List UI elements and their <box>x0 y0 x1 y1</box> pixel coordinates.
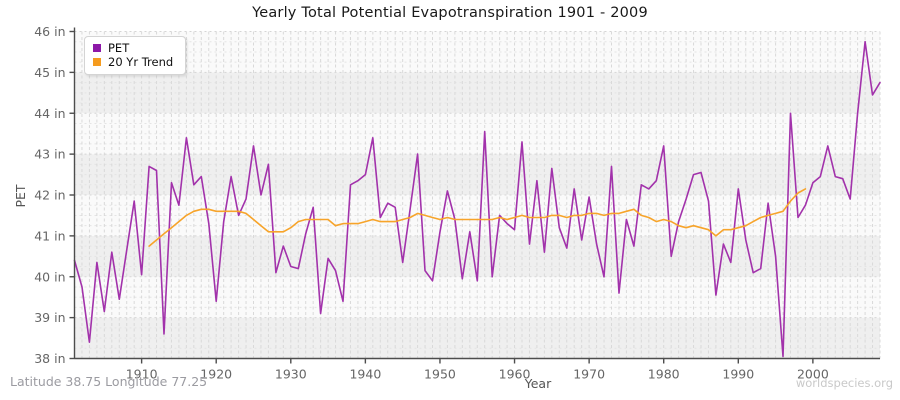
x-tick-label: 1960 <box>499 367 531 382</box>
y-tick-label: 45 in <box>34 65 65 80</box>
x-tick-label: 1970 <box>573 367 605 382</box>
trend-line <box>148 188 807 247</box>
y-axis-label: PET <box>13 184 28 208</box>
chart-title: Yearly Total Potential Evapotranspiratio… <box>252 5 648 21</box>
x-tick-label: 1950 <box>424 367 456 382</box>
pet-line <box>73 40 881 358</box>
y-tick-label: 44 in <box>34 106 65 121</box>
x-tick-label: 1910 <box>126 367 158 382</box>
x-tick-label: 1920 <box>200 367 232 382</box>
legend-label-pet: PET <box>108 41 130 55</box>
legend-item-pet: PET <box>93 41 173 55</box>
x-axis-label: Year <box>524 376 552 391</box>
y-tick-label: 46 in <box>34 24 65 39</box>
coordinates-caption: Latitude 38.75 Longitude 77.25 <box>10 374 208 389</box>
legend: PET 20 Yr Trend <box>84 36 187 75</box>
x-tick-label: 1980 <box>648 367 680 382</box>
y-tick-label: 39 in <box>34 310 65 325</box>
legend-item-trend: 20 Yr Trend <box>93 55 173 69</box>
legend-label-trend: 20 Yr Trend <box>108 55 174 69</box>
y-tick-label: 43 in <box>34 147 65 162</box>
x-tick-label: 1930 <box>275 367 307 382</box>
trend-series-swatch-icon <box>93 58 101 66</box>
y-tick-label: 42 in <box>34 188 65 203</box>
watermark: worldspecies.org <box>795 376 893 390</box>
x-tick-label: 1940 <box>349 367 381 382</box>
y-tick-label: 40 in <box>34 269 65 284</box>
y-tick-label: 38 in <box>34 351 65 366</box>
x-tick-label: 2000 <box>797 367 829 382</box>
pet-series-swatch-icon <box>93 44 101 52</box>
y-tick-label: 41 in <box>34 228 65 243</box>
x-tick-label: 1990 <box>722 367 754 382</box>
